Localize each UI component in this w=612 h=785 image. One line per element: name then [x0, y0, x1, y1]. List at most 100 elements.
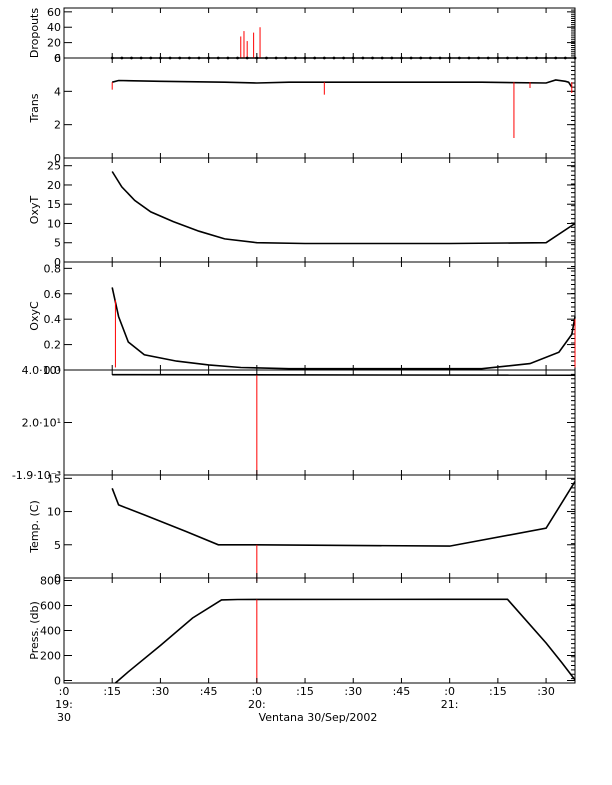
y-axis-label: Trans: [28, 93, 41, 123]
x-tick-label: :0: [251, 685, 262, 698]
y-tick-label: 6: [54, 52, 61, 65]
dropout-marker: [130, 56, 133, 60]
dropout-marker: [525, 56, 529, 60]
dropout-marker: [187, 56, 191, 60]
y-tick-label: 2: [54, 119, 61, 132]
x-tick-label: :15: [489, 685, 507, 698]
dropout-marker: [255, 56, 259, 60]
series-line: [112, 373, 576, 377]
dropout-marker: [313, 56, 317, 60]
x-tick-label: :45: [393, 685, 411, 698]
dropout-marker: [515, 56, 519, 60]
x-tick-label: :30: [344, 685, 362, 698]
dropout-marker: [120, 56, 124, 60]
y-tick-label: 25: [47, 160, 61, 173]
x-tick-label: :30: [152, 685, 170, 698]
x-tick-sublabel: 30: [57, 711, 71, 724]
x-tick-sublabel: 21:: [441, 698, 459, 711]
x-tick-label: :30: [537, 685, 555, 698]
y-tick-label: 0.2: [44, 339, 62, 352]
panel-frame: [63, 7, 576, 59]
dropout-marker: [284, 56, 288, 60]
x-tick-label: :15: [103, 685, 121, 698]
dropout-marker: [139, 56, 143, 60]
x-tick-sublabel: 20:: [248, 698, 266, 711]
y-tick-label: 0: [54, 572, 61, 585]
dropout-marker: [535, 56, 538, 60]
y-tick-label: 0: [54, 256, 61, 269]
y-axis-label: Dropouts: [28, 8, 41, 58]
y-tick-label: 10: [47, 506, 61, 519]
dropout-marker: [178, 56, 182, 60]
y-tick-label: 4.0·10¹: [22, 364, 61, 377]
y-axis-label: OxyT: [28, 196, 41, 225]
y-tick-label: 5: [54, 539, 61, 552]
y-tick-label: 40: [47, 21, 61, 34]
dropout-marker: [207, 56, 211, 60]
dropout-marker: [274, 56, 278, 60]
y-axis-label: Temp. (C): [28, 500, 41, 554]
panel-frame: [63, 57, 576, 159]
dropout-marker: [380, 56, 384, 60]
dropout-marker: [419, 56, 423, 60]
dropout-marker: [265, 56, 268, 60]
dropout-marker: [361, 56, 365, 60]
y-tick-label: 0: [54, 152, 61, 165]
panel-frame: [63, 157, 576, 263]
y-tick-label: 60: [47, 6, 61, 19]
y-axis-label: Press. (db): [28, 601, 41, 660]
dropout-marker: [573, 56, 577, 60]
dropout-marker: [216, 56, 220, 60]
dropout-marker: [322, 56, 326, 60]
y-tick-label: 0.8: [44, 262, 62, 275]
y-tick-label: 400: [40, 625, 61, 638]
dropout-marker: [428, 56, 432, 60]
dropout-marker: [159, 56, 162, 60]
y-tick-label: 0.4: [44, 313, 62, 326]
dropout-marker: [110, 56, 114, 60]
dropout-marker: [486, 56, 490, 60]
x-tick-label: :15: [296, 685, 314, 698]
series-line: [111, 481, 576, 547]
series-line: [114, 598, 576, 684]
dropout-marker: [293, 56, 297, 60]
dropout-marker: [544, 56, 548, 60]
y-tick-label: 0: [54, 675, 61, 688]
y-tick-label: 4: [54, 85, 61, 98]
y-tick-label: 5: [54, 237, 61, 250]
y-tick-label: 800: [40, 575, 61, 588]
dropout-marker: [554, 56, 558, 60]
y-tick-label: 0.0: [44, 364, 62, 377]
dropout-marker: [236, 56, 239, 60]
dropout-marker: [506, 56, 509, 60]
series-line: [111, 79, 573, 88]
x-tick-label: :45: [200, 685, 218, 698]
panel-frame: [63, 474, 576, 579]
dropout-marker: [390, 56, 394, 60]
dropout-marker: [496, 56, 500, 60]
y-tick-label: 2.0·10¹: [22, 416, 61, 429]
y-tick-label: -1.9·10⁻³: [12, 469, 61, 482]
dropout-marker: [457, 56, 461, 60]
dropout-marker: [226, 56, 230, 60]
dropout-marker: [168, 56, 172, 60]
dropout-marker: [245, 56, 249, 60]
y-tick-label: 15: [47, 198, 61, 211]
y-tick-label: 200: [40, 650, 61, 663]
dropout-marker: [332, 56, 336, 60]
y-tick-label: 0: [54, 52, 61, 65]
y-tick-label: 20: [47, 179, 61, 192]
dropout-marker: [371, 56, 374, 60]
x-tick-label: :0: [444, 685, 455, 698]
dropout-marker: [351, 56, 355, 60]
y-tick-label: 20: [47, 37, 61, 50]
series-line: [111, 287, 576, 370]
panel-frame: [63, 577, 576, 684]
series-line: [111, 171, 576, 245]
dropout-marker: [438, 56, 442, 60]
y-tick-label: 15: [47, 472, 61, 485]
dropout-marker: [448, 56, 452, 60]
x-axis-label: Ventana 30/Sep/2002: [259, 711, 378, 724]
dropout-marker: [563, 56, 567, 60]
dropout-marker: [303, 56, 307, 60]
